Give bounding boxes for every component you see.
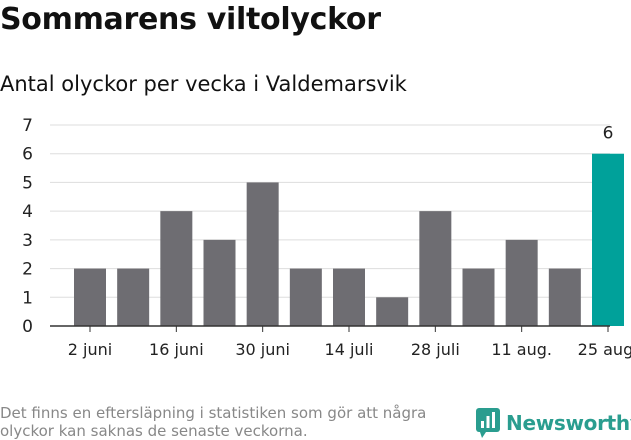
bar: [505, 239, 538, 326]
bar: [74, 268, 106, 326]
bar: [548, 268, 581, 326]
y-tick-label: 3: [22, 231, 33, 251]
bar: [333, 268, 365, 326]
bar: [117, 268, 150, 326]
newsworthy-logo: Newsworthy: [476, 408, 631, 438]
y-tick-label: 0: [22, 317, 33, 337]
chart-subtitle: Antal olyckor per vecka i Valdemarsvik: [0, 72, 407, 96]
x-tick-label: 16 juni: [149, 340, 204, 359]
x-tick-label: 2 juni: [68, 340, 112, 359]
bar-chart: 0 1 2 3 4 5 6 7 6 2 juni 16 juni 30 juni 14 juli 28 j…: [22, 116, 631, 359]
newsworthy-logo-text: Newsworthy: [506, 411, 631, 435]
y-tick-label: 7: [22, 116, 33, 136]
x-tick-label: 11 aug.: [491, 340, 552, 359]
highlight-value-label: 6: [603, 124, 614, 144]
x-tick-label: 14 juli: [325, 340, 374, 359]
x-tick-label: 30 juni: [235, 340, 290, 359]
x-tick-label: 28 juli: [411, 340, 460, 359]
y-tick-label: 5: [22, 173, 33, 193]
y-tick-label: 1: [22, 288, 33, 308]
y-tick-label: 2: [22, 260, 33, 280]
bar: [419, 211, 452, 326]
bar: [203, 239, 236, 326]
y-tick-label: 6: [22, 145, 33, 165]
chart-title: Sommarens viltolyckor: [0, 2, 381, 37]
highlighted-bar: [592, 153, 624, 326]
bar: [246, 182, 279, 326]
y-tick-label: 4: [22, 202, 33, 222]
x-tick-label: 25 aug.: [578, 340, 631, 359]
bar: [462, 268, 495, 326]
bar: [160, 211, 193, 326]
newsworthy-logo-icon: [476, 408, 500, 438]
footnote: Det finns en eftersläpning i statistiken…: [0, 404, 427, 440]
bar: [289, 268, 322, 326]
bar: [376, 297, 409, 326]
